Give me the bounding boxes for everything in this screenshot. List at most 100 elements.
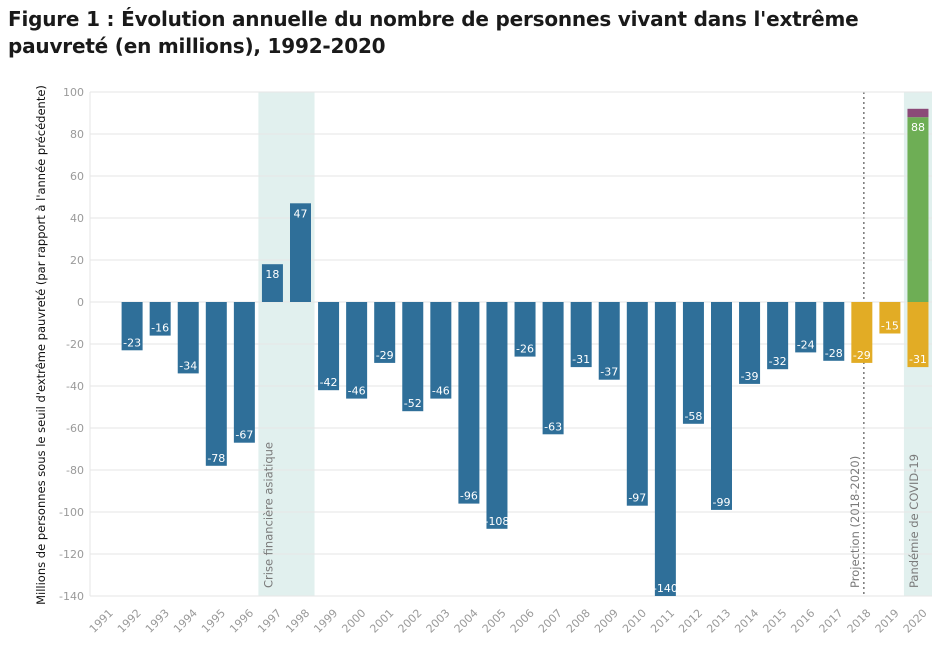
x-axis-ticks: 1991 1992 1993 1994 1995 1996 1997 1998 1999 2000… [87, 607, 930, 636]
annotation-label: Crise financière asiatique [261, 442, 275, 588]
x-tick-label: 2009 [592, 607, 621, 636]
x-tick-label: 2000 [339, 607, 368, 636]
x-tick-label: 1991 [87, 607, 116, 636]
bar-value-label: -42 [320, 376, 338, 389]
bar [879, 302, 901, 334]
x-tick-label: 2007 [536, 607, 565, 636]
bar [907, 117, 929, 302]
bar-value-label: -23 [123, 336, 141, 349]
bars [121, 108, 929, 596]
bar-value-label: -15 [881, 320, 899, 333]
y-tick-label: 0 [77, 296, 84, 309]
x-tick-label: 2020 [901, 607, 930, 636]
bar [907, 302, 929, 368]
bar-labels: -23 -16 -34 -78 -67 18 47 -42 -46 -29 -52 -46 -96 -10… [123, 121, 927, 595]
bar [233, 302, 255, 443]
bar-value-label: -46 [432, 385, 450, 398]
bar [374, 302, 396, 363]
bar [851, 302, 873, 363]
bar [739, 302, 761, 384]
x-tick-label: 1999 [311, 607, 340, 636]
bar [121, 302, 143, 351]
bar-value-label: -52 [404, 397, 422, 410]
x-tick-label: 2010 [620, 607, 649, 636]
x-tick-label: 2004 [452, 607, 481, 636]
x-tick-label: 2012 [676, 607, 705, 636]
bar-value-label: -97 [628, 492, 646, 505]
y-tick-label: -40 [66, 380, 84, 393]
gridlines [89, 91, 932, 597]
bar [767, 302, 789, 370]
y-tick-label: -80 [66, 464, 84, 477]
bar-value-label: -16 [151, 322, 169, 335]
bar [149, 302, 171, 336]
bar-value-label: -96 [460, 490, 478, 503]
bar-value-label: -140 [653, 582, 678, 595]
bar [430, 302, 452, 399]
annotation-labels: Crise financière asiatique Projection (20… [261, 442, 921, 588]
x-tick-label: 2008 [564, 607, 593, 636]
bar-value-label: -67 [235, 429, 253, 442]
bar [402, 302, 424, 412]
bar [318, 302, 340, 391]
bar-value-label: -39 [741, 370, 759, 383]
x-tick-label: 2005 [480, 607, 509, 636]
bar [486, 302, 508, 529]
bar [907, 108, 929, 118]
y-tick-label: 40 [70, 212, 84, 225]
bar-value-label: -58 [684, 410, 702, 423]
bar [177, 302, 199, 374]
x-tick-label: 2013 [704, 607, 733, 636]
x-tick-label: 2015 [760, 607, 789, 636]
bar-value-label: -26 [516, 343, 534, 356]
bar-value-label: -78 [207, 452, 225, 465]
x-tick-label: 1994 [171, 607, 200, 636]
y-axis-ticks: 100 80 60 40 20 0 -20 -40 -60 -80 -100 -120 -140 [59, 86, 84, 603]
bar [205, 302, 227, 466]
bar-value-label: -63 [544, 420, 562, 433]
x-tick-label: 2016 [788, 607, 817, 636]
y-tick-label: -20 [66, 338, 84, 351]
y-tick-label: 60 [70, 170, 84, 183]
bar [626, 302, 648, 506]
x-tick-label: 2018 [845, 607, 874, 636]
bar [514, 302, 536, 357]
x-tick-label: 2001 [367, 607, 396, 636]
bar [346, 302, 368, 399]
annotation-label: Pandémie de COVID-19 [907, 454, 921, 588]
bar-value-label: -108 [484, 515, 509, 528]
bar [570, 302, 592, 368]
annotation-label: Projection (2018-2020) [848, 456, 862, 588]
x-tick-label: 2011 [648, 607, 677, 636]
bar-value-label: -29 [376, 349, 394, 362]
bar [711, 302, 732, 510]
bar-value-label: -37 [600, 366, 618, 379]
bar [823, 302, 845, 361]
x-tick-label: 1997 [255, 607, 284, 636]
y-tick-label: -100 [59, 506, 84, 519]
x-tick-label: 1996 [227, 607, 256, 636]
x-tick-label: 2014 [732, 607, 761, 636]
y-tick-label: -120 [59, 548, 84, 561]
bar-value-label: 18 [265, 268, 279, 281]
x-tick-label: 1998 [283, 607, 312, 636]
bar [542, 302, 564, 435]
bar-value-label: -24 [797, 338, 815, 351]
bar [290, 203, 311, 302]
y-tick-label: -140 [59, 590, 84, 603]
bar-value-label: -29 [853, 349, 871, 362]
bar-value-label: -31 [572, 353, 590, 366]
bar-value-label: 88 [911, 121, 925, 134]
y-tick-label: -60 [66, 422, 84, 435]
x-tick-label: 2017 [817, 607, 846, 636]
bar [654, 302, 676, 596]
bar-value-label: -99 [713, 496, 731, 509]
bar [458, 302, 480, 504]
bar [598, 302, 620, 380]
x-tick-label: 2003 [424, 607, 453, 636]
bar-value-label: -32 [769, 355, 787, 368]
x-tick-label: 1995 [199, 607, 228, 636]
bar-value-label: -28 [825, 347, 843, 360]
bar-value-label: -46 [348, 385, 366, 398]
